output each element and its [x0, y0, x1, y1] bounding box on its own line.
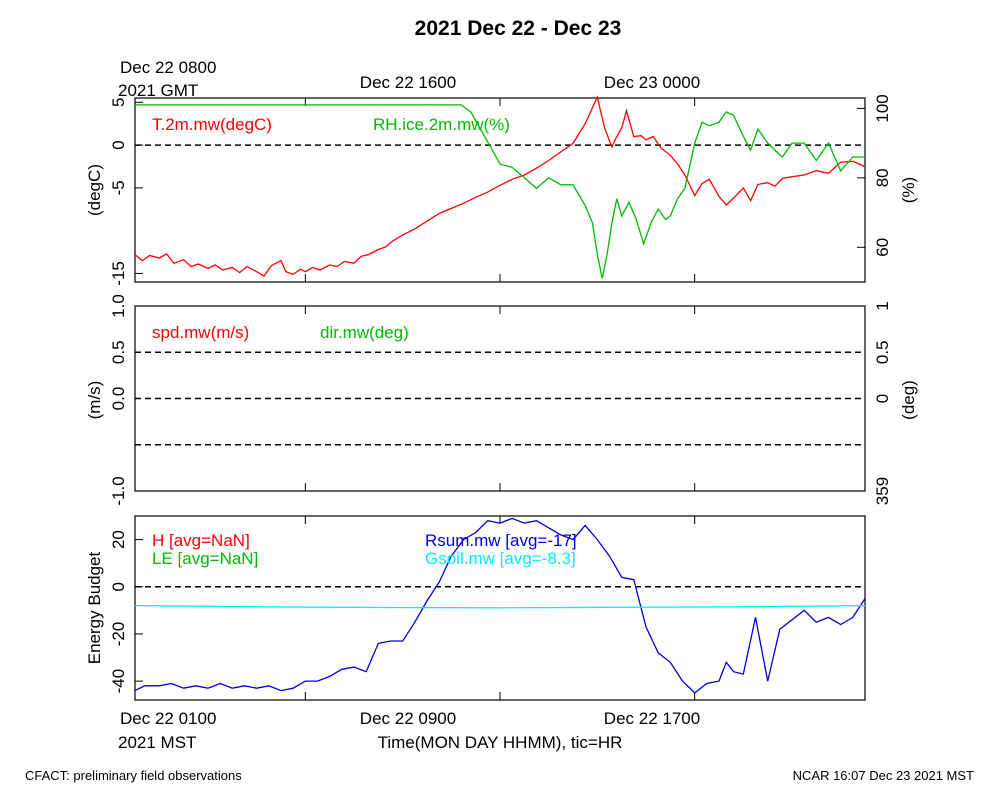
panel2-legend-dir: dir.mw(deg) — [320, 323, 409, 342]
panel3-left-tick-label: 20 — [109, 530, 128, 549]
panel1-left-axis-label: (degC) — [85, 164, 104, 216]
panel-energy-budget: 20 0 -20 -40 Energy Budget H [avg=NaN]LE [avg… — [85, 515, 866, 701]
panel1-left-tick-label: 5 — [109, 98, 128, 107]
panel3-legend-le: LE [avg=NaN] — [152, 549, 258, 568]
panel3-left-tick-label: -40 — [109, 669, 128, 694]
panel1-green-series-line — [135, 104, 865, 279]
panel3-cyan-series-line — [134, 604, 866, 609]
panel2-legend-spd: spd.mw(m/s) — [152, 323, 249, 342]
panel1-legend-rh: RH.ice.2m.mw(%) — [373, 115, 510, 134]
panel1-red-series-line — [134, 95, 866, 277]
panel1-right-axis-label: (%) — [899, 177, 918, 203]
panel3-legend-rsum: Rsum.mw [avg=-17] — [425, 531, 577, 550]
panel3-left-tick-label: -20 — [109, 622, 128, 647]
footer-right: NCAR 16:07 Dec 23 2021 MST — [792, 768, 974, 783]
top-axis-label-1: Dec 22 1600 — [360, 73, 456, 92]
panel2-left-tick-label: 0.5 — [109, 340, 128, 364]
bottom-axis-first-label-line2: 2021 MST — [118, 733, 196, 752]
panel2-right-tick-label: 0.5 — [873, 340, 892, 364]
panel2-right-axis-label: (deg) — [899, 380, 918, 420]
panel1-right-tick-label: 60 — [873, 238, 892, 257]
chart-title: 2021 Dec 22 - Dec 23 — [415, 17, 622, 40]
top-axis-first-label-line1: Dec 22 0800 — [120, 58, 216, 77]
panel1-right-tick-label: 80 — [873, 168, 892, 187]
panel3-blue-series-line — [134, 517, 866, 694]
panel1-left-tick-label: -5 — [109, 180, 128, 195]
panel3-left-tick-label: 0 — [109, 582, 128, 591]
panel2-left-axis-label: (m/s) — [85, 381, 104, 420]
panel3-legend-h: H [avg=NaN] — [152, 531, 250, 550]
footer-left: CFACT: preliminary field observations — [25, 768, 242, 783]
panel1-left-tick-label: 0 — [109, 140, 128, 149]
bottom-axis-title: Time(MON DAY HHMM), tic=HR — [378, 733, 623, 752]
panel2-left-tick-label: -1.0 — [109, 476, 128, 505]
panel2-left-tick-label: 0.0 — [109, 387, 128, 411]
panel-temperature-rh: 5 0 -5 -15 100 80 60 (degC) (%) T.2m.mw(degC) RH.i… — [85, 94, 918, 286]
top-axis-label-2: Dec 23 0000 — [604, 73, 700, 92]
bottom-axis-label-2: Dec 22 1700 — [604, 709, 700, 728]
panel2-right-tick-label: 1 — [873, 301, 892, 310]
panel1-left-tick-label: -15 — [109, 261, 128, 286]
bottom-axis-first-label-line1: Dec 22 0100 — [120, 709, 216, 728]
panel-wind: 1.0 0.5 0.0 -1.0 1 0.5 0 359 (m/s) (deg) spd.mw(m/… — [85, 294, 918, 505]
panel2-left-tick-label: 1.0 — [109, 294, 128, 318]
panel1-right-tick-label: 100 — [873, 94, 892, 122]
top-axis-first-label-line2: 2021 GMT — [118, 81, 198, 100]
bottom-axis-label-1: Dec 22 0900 — [360, 709, 456, 728]
panel2-right-tick-label: 0 — [873, 394, 892, 403]
panel3-left-axis-label: Energy Budget — [85, 551, 104, 664]
panel3-legend-gsoil: Gsoil.mw [avg=-8.3] — [425, 549, 576, 568]
panel2-right-tick-label: 359 — [873, 477, 892, 505]
panel1-legend-t2m: T.2m.mw(degC) — [152, 115, 272, 134]
